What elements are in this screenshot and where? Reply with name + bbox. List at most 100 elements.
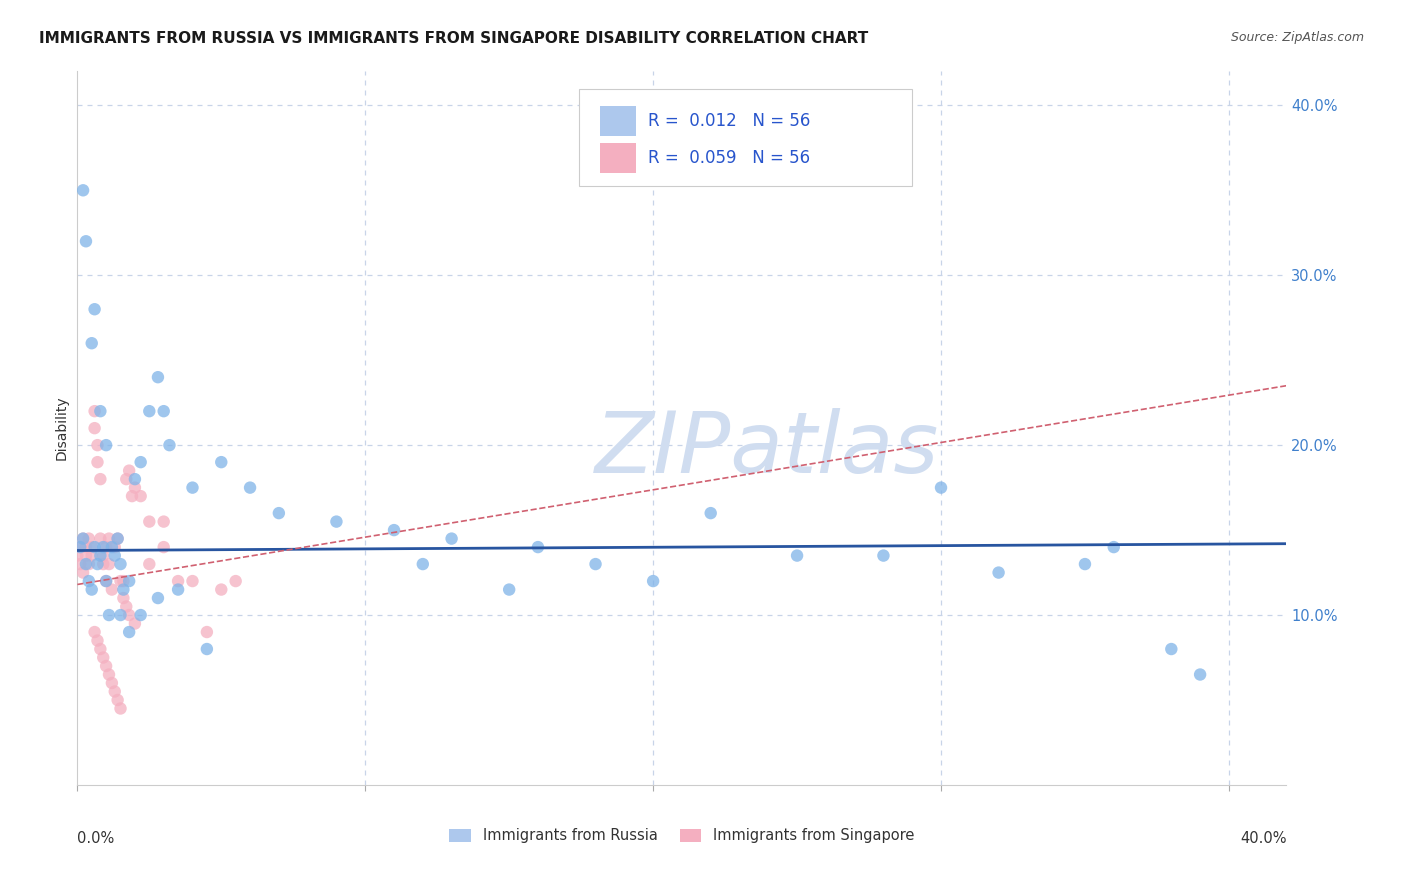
Point bbox=[146, 370, 169, 384]
Point bbox=[89, 472, 111, 486]
Point bbox=[146, 591, 169, 605]
Text: 40.0%: 40.0% bbox=[1240, 831, 1286, 847]
Point bbox=[69, 557, 91, 571]
Point bbox=[94, 574, 117, 588]
Point bbox=[440, 532, 463, 546]
Y-axis label: Disability: Disability bbox=[55, 396, 69, 460]
Point bbox=[98, 608, 121, 623]
Point bbox=[124, 481, 146, 495]
Point bbox=[1102, 540, 1125, 554]
Point bbox=[89, 404, 111, 418]
Point bbox=[585, 557, 607, 571]
Point bbox=[86, 633, 108, 648]
Point bbox=[1074, 557, 1097, 571]
Point bbox=[86, 438, 108, 452]
Point bbox=[209, 582, 232, 597]
Point bbox=[118, 608, 141, 623]
Point bbox=[91, 540, 114, 554]
Point bbox=[118, 625, 141, 640]
Point bbox=[107, 532, 129, 546]
Point bbox=[225, 574, 247, 588]
Point bbox=[929, 481, 952, 495]
Point bbox=[110, 557, 132, 571]
Point bbox=[112, 574, 135, 588]
Point bbox=[77, 532, 100, 546]
Point bbox=[101, 582, 124, 597]
Point bbox=[699, 506, 721, 520]
Point bbox=[69, 540, 91, 554]
Point bbox=[167, 574, 190, 588]
Point bbox=[89, 642, 111, 657]
Point bbox=[987, 566, 1010, 580]
Point bbox=[325, 515, 347, 529]
Point bbox=[118, 574, 141, 588]
Text: 0.0%: 0.0% bbox=[77, 831, 114, 847]
Text: Source: ZipAtlas.com: Source: ZipAtlas.com bbox=[1230, 31, 1364, 45]
Point bbox=[72, 532, 94, 546]
Point bbox=[112, 591, 135, 605]
Point bbox=[239, 481, 262, 495]
Point bbox=[181, 481, 204, 495]
Point bbox=[89, 549, 111, 563]
Point bbox=[94, 540, 117, 554]
Text: R =  0.012   N = 56: R = 0.012 N = 56 bbox=[648, 112, 810, 129]
Point bbox=[115, 599, 138, 614]
Point bbox=[138, 557, 160, 571]
Point bbox=[83, 540, 105, 554]
Point bbox=[498, 582, 520, 597]
Point bbox=[86, 455, 108, 469]
Point bbox=[195, 642, 218, 657]
Point bbox=[94, 659, 117, 673]
Point bbox=[101, 676, 124, 690]
Point bbox=[98, 667, 121, 681]
Point bbox=[112, 582, 135, 597]
Point bbox=[80, 336, 103, 351]
Point bbox=[83, 302, 105, 317]
Point bbox=[643, 574, 665, 588]
Point bbox=[80, 582, 103, 597]
Point bbox=[124, 472, 146, 486]
Point bbox=[91, 549, 114, 563]
Point bbox=[195, 625, 218, 640]
Point bbox=[209, 455, 232, 469]
Point bbox=[152, 540, 174, 554]
Point bbox=[115, 472, 138, 486]
Point bbox=[786, 549, 808, 563]
Text: ZIPatlas: ZIPatlas bbox=[595, 408, 939, 491]
Point bbox=[98, 532, 121, 546]
Point bbox=[107, 693, 129, 707]
Point bbox=[75, 549, 97, 563]
Point bbox=[86, 557, 108, 571]
FancyBboxPatch shape bbox=[600, 144, 636, 173]
Point bbox=[77, 557, 100, 571]
Point bbox=[872, 549, 894, 563]
FancyBboxPatch shape bbox=[600, 105, 636, 136]
Legend: Immigrants from Russia, Immigrants from Singapore: Immigrants from Russia, Immigrants from … bbox=[443, 822, 921, 849]
Point bbox=[129, 489, 152, 503]
Point bbox=[138, 404, 160, 418]
Point bbox=[1160, 642, 1182, 657]
Point bbox=[121, 489, 143, 503]
Point bbox=[104, 540, 127, 554]
Point bbox=[83, 625, 105, 640]
Point bbox=[181, 574, 204, 588]
Point bbox=[77, 574, 100, 588]
Text: R =  0.059   N = 56: R = 0.059 N = 56 bbox=[648, 150, 810, 168]
Text: IMMIGRANTS FROM RUSSIA VS IMMIGRANTS FROM SINGAPORE DISABILITY CORRELATION CHART: IMMIGRANTS FROM RUSSIA VS IMMIGRANTS FRO… bbox=[39, 31, 869, 46]
Point bbox=[80, 540, 103, 554]
Point bbox=[94, 574, 117, 588]
Point bbox=[382, 523, 405, 537]
Point bbox=[107, 532, 129, 546]
Point bbox=[527, 540, 550, 554]
Point bbox=[69, 540, 91, 554]
Point bbox=[159, 438, 181, 452]
Point bbox=[83, 404, 105, 418]
Point bbox=[66, 549, 89, 563]
Point bbox=[91, 650, 114, 665]
Point bbox=[267, 506, 290, 520]
Point bbox=[80, 549, 103, 563]
Point bbox=[75, 557, 97, 571]
Point bbox=[152, 404, 174, 418]
Point bbox=[104, 549, 127, 563]
Point bbox=[72, 566, 94, 580]
